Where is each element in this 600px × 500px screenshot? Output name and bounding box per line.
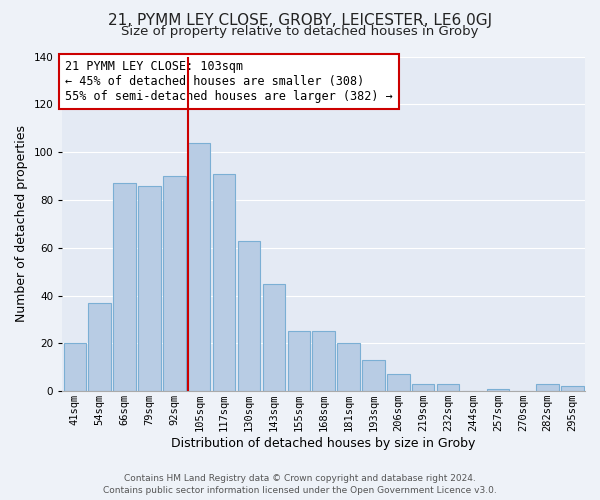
Bar [287,332,310,391]
Bar [113,183,136,391]
Bar [138,186,161,391]
Bar [238,240,260,391]
Bar [387,374,410,391]
Text: 21 PYMM LEY CLOSE: 103sqm
← 45% of detached houses are smaller (308)
55% of semi: 21 PYMM LEY CLOSE: 103sqm ← 45% of detac… [65,60,392,103]
Bar [562,386,584,391]
Bar [487,389,509,391]
Bar [412,384,434,391]
Bar [263,284,285,391]
Text: Contains HM Land Registry data © Crown copyright and database right 2024.
Contai: Contains HM Land Registry data © Crown c… [103,474,497,495]
Bar [88,302,111,391]
Text: 21, PYMM LEY CLOSE, GROBY, LEICESTER, LE6 0GJ: 21, PYMM LEY CLOSE, GROBY, LEICESTER, LE… [108,12,492,28]
Bar [163,176,185,391]
X-axis label: Distribution of detached houses by size in Groby: Distribution of detached houses by size … [172,437,476,450]
Y-axis label: Number of detached properties: Number of detached properties [15,126,28,322]
Bar [362,360,385,391]
Bar [437,384,460,391]
Bar [64,344,86,391]
Bar [313,332,335,391]
Bar [188,142,211,391]
Bar [213,174,235,391]
Text: Size of property relative to detached houses in Groby: Size of property relative to detached ho… [121,25,479,38]
Bar [536,384,559,391]
Bar [337,344,360,391]
